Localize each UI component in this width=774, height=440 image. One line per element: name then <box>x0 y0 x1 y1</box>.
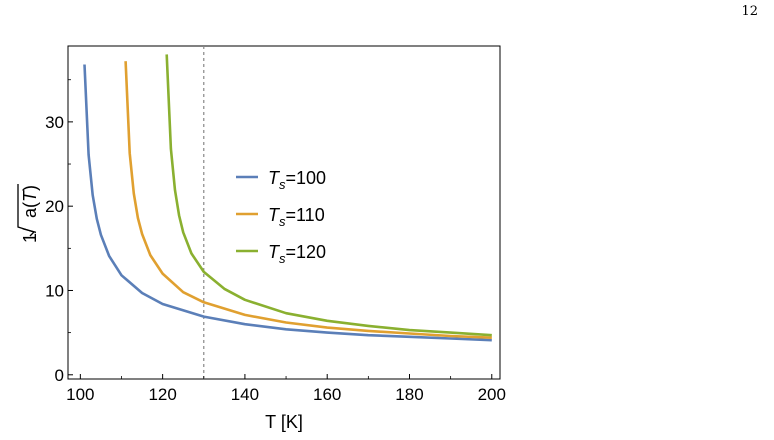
x-tick-label: 200 <box>478 385 506 404</box>
legend-label-1: Ts=100 <box>268 168 326 192</box>
svg-text:1/a(T): 1/a(T) <box>20 185 40 243</box>
y-tick-label: 20 <box>45 197 64 216</box>
x-tick-label: 140 <box>231 385 259 404</box>
plot-frame <box>67 45 501 380</box>
legend-label-3: Ts=120 <box>268 242 326 266</box>
y-tick-label: 10 <box>45 281 64 300</box>
legend: Ts=100 Ts=110 Ts=120 <box>236 168 326 266</box>
series-line-1 <box>83 64 492 342</box>
x-tick-label: 100 <box>66 385 94 404</box>
x-tick-label: 180 <box>395 385 423 404</box>
x-tick-label: 160 <box>313 385 341 404</box>
x-axis-title: T [K] <box>265 412 303 432</box>
y-tick-label: 30 <box>45 113 64 132</box>
sqrt-sign <box>17 184 36 237</box>
y-tick-label: 0 <box>55 366 64 385</box>
y-axis-title: 1/a(T) <box>17 184 40 243</box>
x-tick-label: 120 <box>148 385 176 404</box>
series-line-2 <box>124 61 492 339</box>
legend-label-2: Ts=110 <box>268 205 325 229</box>
series-line-3 <box>165 54 492 337</box>
page-number: 12 <box>741 4 758 19</box>
